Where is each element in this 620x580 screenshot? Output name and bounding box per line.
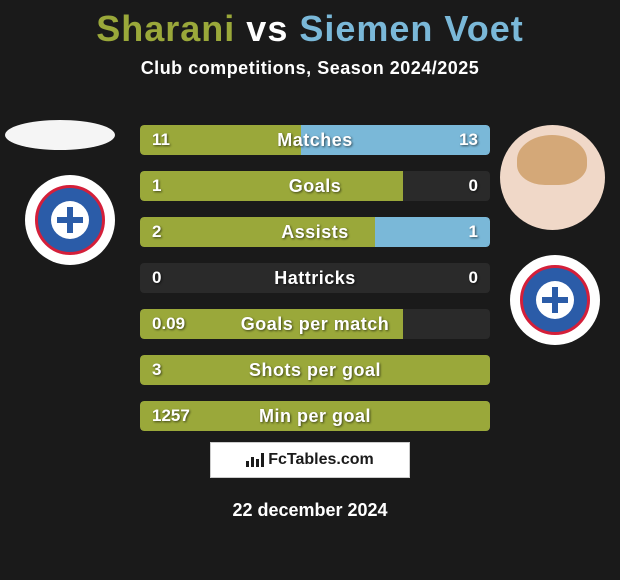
- stat-row: 11Matches13: [140, 125, 490, 155]
- stat-value-right: 1: [469, 217, 478, 247]
- comparison-title: Sharani vs Siemen Voet: [0, 0, 620, 50]
- club-crest-icon: [35, 185, 105, 255]
- stat-row: 1257Min per goal: [140, 401, 490, 431]
- player1-avatar: [5, 120, 115, 150]
- player1-club-badge: [25, 175, 115, 265]
- player2-avatar: [500, 125, 605, 230]
- stat-row: 3Shots per goal: [140, 355, 490, 385]
- stat-label: Hattricks: [140, 263, 490, 293]
- stat-row: 0Hattricks0: [140, 263, 490, 293]
- stat-row: 2Assists1: [140, 217, 490, 247]
- stat-label: Goals: [140, 171, 490, 201]
- stat-value-right: 0: [469, 171, 478, 201]
- club-crest-icon: [520, 265, 590, 335]
- stat-value-right: 13: [459, 125, 478, 155]
- stat-label: Matches: [140, 125, 490, 155]
- footer-date: 22 december 2024: [0, 500, 620, 521]
- chart-icon: [246, 453, 264, 467]
- stats-container: 11Matches131Goals02Assists10Hattricks00.…: [140, 125, 490, 447]
- stat-row: 1Goals0: [140, 171, 490, 201]
- stat-label: Shots per goal: [140, 355, 490, 385]
- stat-label: Assists: [140, 217, 490, 247]
- stat-label: Goals per match: [140, 309, 490, 339]
- season-subtitle: Club competitions, Season 2024/2025: [0, 58, 620, 79]
- stat-value-right: 0: [469, 263, 478, 293]
- player2-club-badge: [510, 255, 600, 345]
- stat-label: Min per goal: [140, 401, 490, 431]
- player1-name: Sharani: [96, 8, 235, 49]
- site-badge[interactable]: FcTables.com: [210, 442, 410, 478]
- vs-text: vs: [246, 8, 288, 49]
- site-name: FcTables.com: [268, 451, 374, 469]
- player2-name: Siemen Voet: [299, 8, 523, 49]
- stat-row: 0.09Goals per match: [140, 309, 490, 339]
